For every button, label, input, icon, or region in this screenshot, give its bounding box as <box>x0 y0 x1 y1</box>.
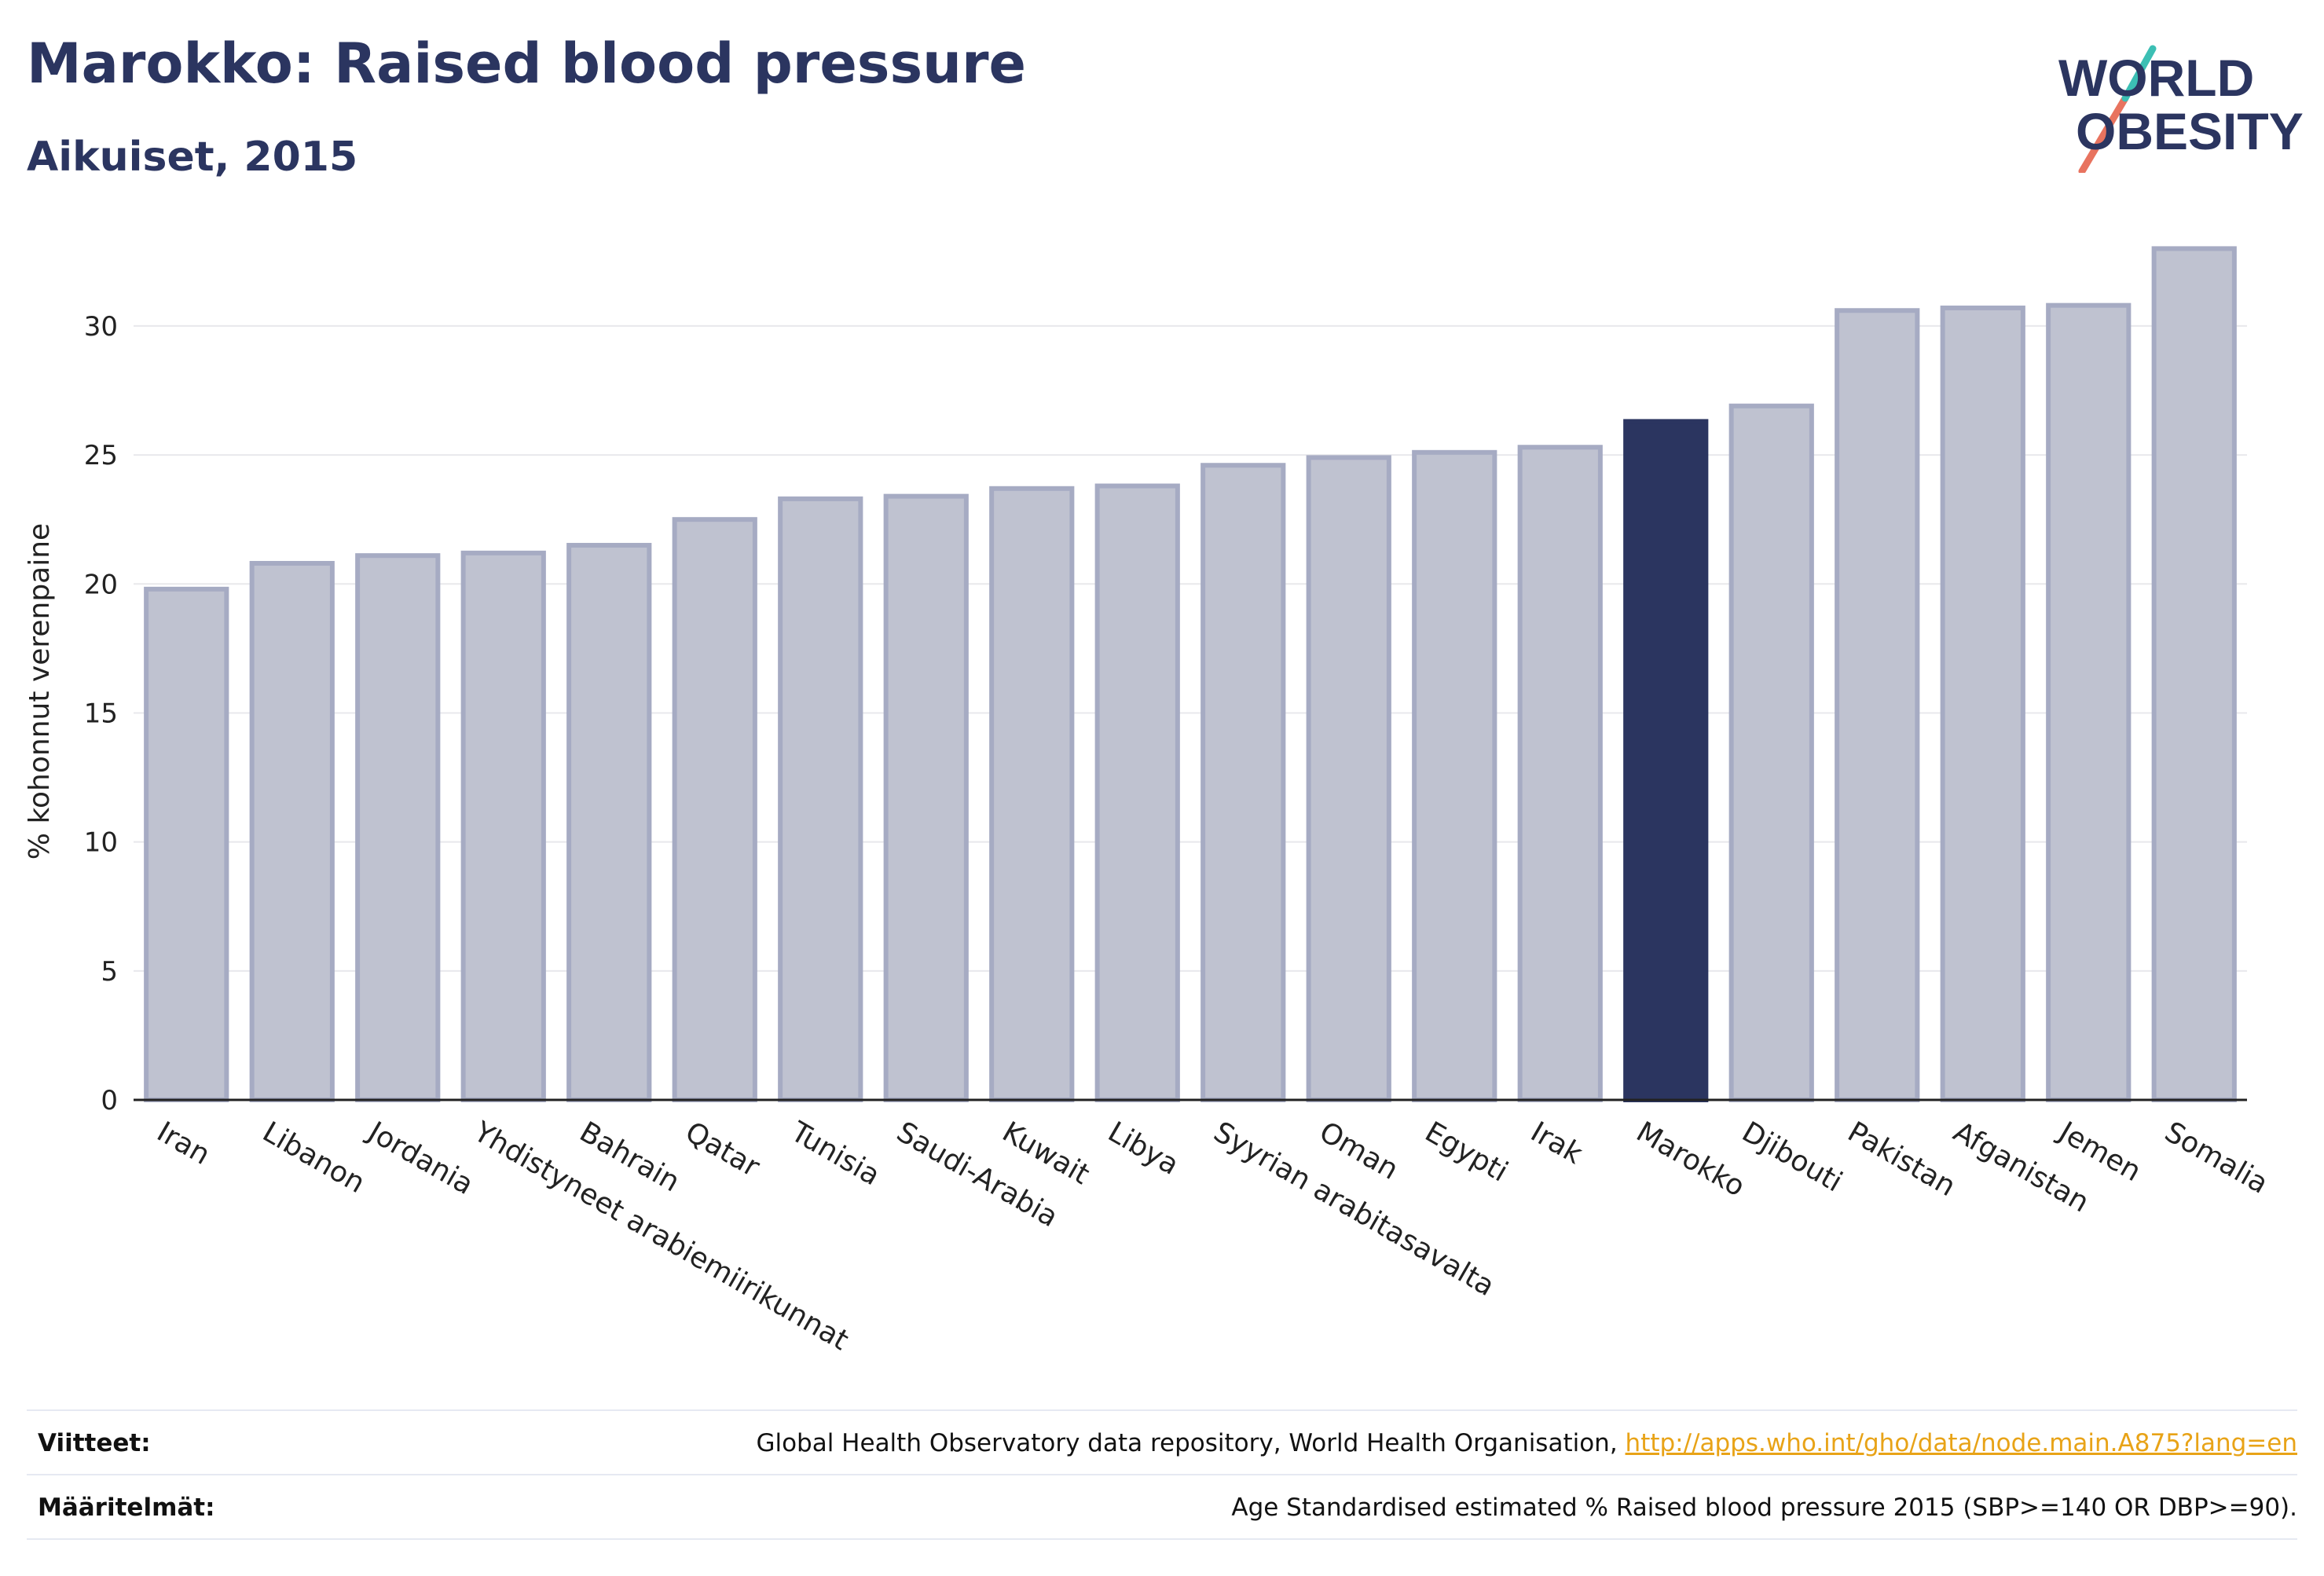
bar-egypti <box>1412 449 1497 1102</box>
bar-oman <box>1306 455 1391 1102</box>
y-tick-label: 0 <box>101 1085 118 1116</box>
bar-marokko <box>1623 419 1709 1102</box>
grid-lines <box>134 324 2247 972</box>
bar-jordania <box>355 553 441 1102</box>
x-tick-label: Libanon <box>257 1116 370 1200</box>
sources-value: Global Health Observatory data repositor… <box>756 1429 2297 1457</box>
bars <box>144 246 2237 1102</box>
x-tick-label: Djibouti <box>1736 1116 1847 1198</box>
x-tick-label: Jordania <box>361 1115 478 1201</box>
x-tick-label: Qatar <box>680 1116 764 1183</box>
y-axis-label: % kohonnut verenpaine <box>24 523 56 859</box>
chart-title: Marokko: Raised blood pressure <box>27 31 1026 96</box>
bar-djibouti <box>1728 403 1814 1102</box>
sources-row: Viitteet: Global Health Observatory data… <box>27 1409 2297 1475</box>
bar-afganistan <box>1940 305 2025 1102</box>
bar-chart: 0 5 10 15 20 25 30 Iran LibanonJordaniaYhdistyn… <box>24 246 2274 1357</box>
bar-yhdistyneet-arabiemiirikunnat <box>460 550 546 1102</box>
logo-slash-teal <box>2121 45 2157 102</box>
bar-tunisia <box>778 496 863 1102</box>
y-tick-label: 30 <box>84 311 118 343</box>
sources-text: Global Health Observatory data repositor… <box>756 1429 1618 1457</box>
x-tick-label: Iran <box>152 1116 215 1171</box>
y-tick-label: 20 <box>84 569 118 600</box>
bar-saudi-arabia <box>883 493 969 1102</box>
sources-link[interactable]: http://apps.who.int/gho/data/node.main.A… <box>1625 1429 2297 1457</box>
footer-divider <box>27 1538 2297 1540</box>
x-tick-label: Pakistan <box>1842 1116 1961 1203</box>
logo-text-world: WORLD <box>2058 49 2254 107</box>
bar-syyrian-arabitasavalta <box>1200 463 1286 1102</box>
x-tick-label: Egypti <box>1420 1116 1513 1188</box>
bar-kuwait <box>989 486 1075 1102</box>
x-tick-label: Marokko <box>1631 1116 1750 1203</box>
definitions-row: Määritelmät: Age Standardised estimated … <box>27 1474 2297 1540</box>
logo-slash-coral <box>2078 94 2129 173</box>
bar-bahrain <box>566 543 652 1102</box>
y-tick-label: 5 <box>101 956 118 988</box>
x-tick-label: Tunisia <box>785 1116 885 1192</box>
bar-qatar <box>672 517 757 1102</box>
x-tick-label: Somalia <box>2159 1116 2273 1200</box>
logo-text-obesity: OBESITY <box>2076 102 2304 160</box>
chart-subtitle: Aikuiset, 2015 <box>27 134 358 181</box>
definitions-text: Age Standardised estimated % Raised bloo… <box>1231 1494 2297 1522</box>
bar-pakistan <box>1835 308 1920 1102</box>
y-tick-label: 25 <box>84 440 118 471</box>
bar-libya <box>1094 483 1180 1102</box>
bar-somalia <box>2151 246 2237 1102</box>
x-tick-label: Irak <box>1525 1116 1588 1171</box>
y-tick-label: 10 <box>84 827 118 859</box>
y-tick-labels: 0 5 10 15 20 25 30 <box>84 311 118 1116</box>
world-obesity-logo: WORLD OBESITY <box>2058 45 2304 173</box>
y-tick-label: 15 <box>84 698 118 729</box>
definitions-label: Määritelmät: <box>38 1494 215 1522</box>
bar-iran <box>144 586 229 1102</box>
sources-label: Viitteet: <box>38 1429 151 1457</box>
bar-irak <box>1517 445 1603 1102</box>
bar-jemen <box>2046 302 2132 1102</box>
x-tick-label: Libya <box>1102 1116 1184 1182</box>
bar-libanon <box>249 561 335 1102</box>
x-tick-label: Yhdistyneet arabiemiirikunnat <box>467 1116 853 1357</box>
